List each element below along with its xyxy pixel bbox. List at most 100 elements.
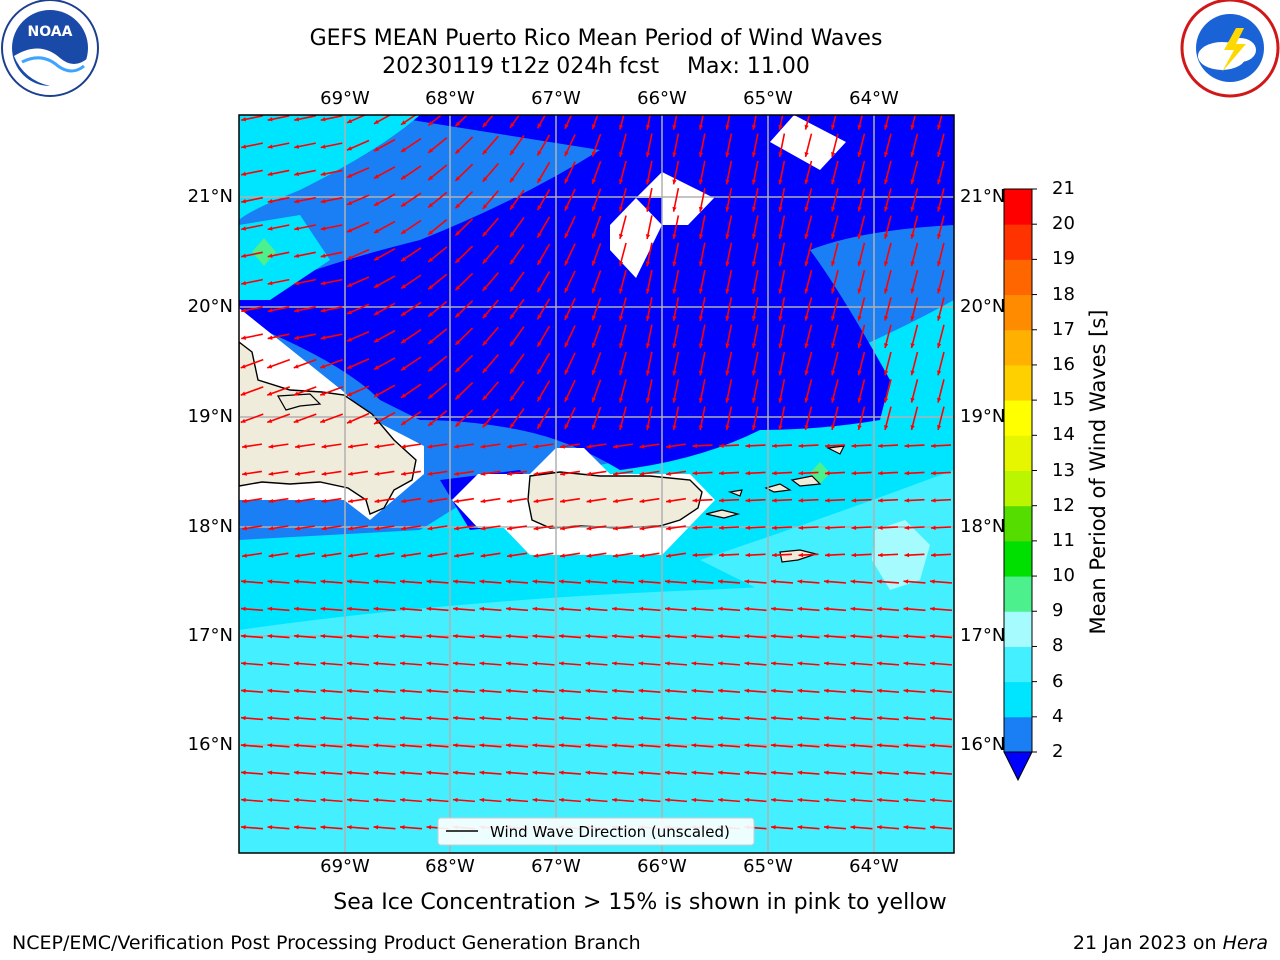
direction-arrow [718, 525, 740, 530]
direction-arrow [426, 770, 449, 775]
direction-arrow [698, 324, 706, 349]
direction-arrow [532, 797, 555, 803]
direction-arrow [506, 470, 528, 476]
direction-arrow [482, 217, 499, 237]
direction-arrow [591, 297, 602, 321]
direction-arrow [884, 160, 892, 185]
direction-arrow [937, 406, 945, 431]
direction-arrow [399, 797, 423, 803]
direction-arrow [558, 634, 582, 639]
direction-arrow [400, 410, 422, 426]
direction-arrow [320, 142, 343, 149]
direction-arrow [751, 379, 759, 403]
direction-arrow [346, 688, 370, 693]
direction-arrow [591, 188, 602, 212]
direction-arrow [536, 325, 551, 348]
direction-arrow [664, 606, 688, 612]
direction-arrow [797, 797, 820, 803]
direction-arrow [877, 498, 899, 503]
direction-arrow [645, 379, 653, 403]
direction-arrow [884, 406, 892, 431]
direction-arrow [267, 688, 290, 693]
direction-arrow [638, 715, 661, 721]
direction-arrow [294, 115, 316, 122]
direction-arrow [884, 242, 892, 267]
lon-tick-label-bottom: 67°W [531, 856, 581, 877]
direction-arrow [346, 139, 370, 151]
direction-arrow [672, 324, 680, 349]
direction-arrow [770, 743, 794, 748]
direction-arrow [426, 743, 449, 748]
direction-arrow [804, 379, 813, 403]
direction-arrow [427, 497, 448, 504]
direction-arrow [876, 606, 900, 612]
lon-tick-label-top: 64°W [849, 88, 899, 109]
direction-arrow [509, 162, 525, 183]
direction-arrow [346, 167, 370, 179]
direction-arrow [831, 115, 837, 130]
direction-arrow [559, 552, 581, 558]
direction-arrow [778, 215, 786, 240]
direction-arrow [611, 797, 635, 803]
direction-arrow [618, 379, 627, 403]
direction-arrow [480, 470, 501, 476]
direction-arrow [725, 160, 733, 185]
direction-arrow [373, 715, 396, 721]
direction-arrow [903, 688, 926, 693]
lon-tick-label-bottom: 69°W [320, 856, 370, 877]
direction-arrow [241, 306, 263, 313]
direction-arrow [618, 269, 627, 294]
direction-arrow [373, 166, 396, 180]
direction-arrow [645, 351, 653, 376]
direction-arrow [346, 385, 370, 397]
direction-arrow [452, 661, 476, 666]
direction-arrow [618, 133, 627, 158]
direction-arrow [267, 278, 290, 286]
direction-arrow [638, 797, 661, 803]
direction-arrow [857, 115, 864, 130]
direction-arrow [559, 497, 581, 504]
direction-arrow [937, 379, 945, 403]
direction-arrow [850, 688, 873, 693]
direction-arrow [639, 443, 660, 449]
direction-arrow [267, 661, 290, 666]
direction-arrow [672, 215, 680, 240]
direction-arrow [320, 306, 343, 313]
wind-wave-direction-arrows [240, 115, 953, 830]
direction-arrow [267, 825, 290, 830]
direction-arrow [400, 115, 417, 126]
nws-logo [1180, 0, 1280, 98]
direction-arrow [664, 579, 688, 584]
direction-arrow [532, 634, 555, 639]
direction-arrow [452, 606, 476, 612]
direction-arrow [482, 190, 499, 210]
direction-arrow [426, 634, 449, 639]
direction-arrow [509, 271, 525, 293]
direction-arrow [454, 327, 474, 346]
direction-arrow [346, 715, 370, 721]
direction-arrow [536, 243, 551, 266]
direction-arrow [877, 552, 899, 558]
direction-arrow [645, 406, 653, 431]
direction-arrow [804, 133, 813, 158]
colorbar-segment [1004, 576, 1032, 612]
direction-arrow [427, 410, 448, 427]
direction-arrow [797, 743, 820, 748]
direction-arrow [850, 743, 873, 748]
direction-arrow [427, 219, 448, 236]
direction-arrow [533, 470, 554, 476]
direction-arrow [929, 606, 953, 612]
st-croix-land [779, 549, 819, 563]
direction-arrow [293, 386, 317, 396]
period-hotspot [252, 238, 276, 266]
direction-arrow [293, 606, 317, 612]
direction-arrow [645, 297, 653, 322]
direction-arrow [427, 355, 448, 372]
lat-tick-label-right: 18°N [960, 516, 1006, 537]
direction-arrow [831, 269, 839, 294]
direction-arrow [876, 825, 900, 830]
direction-arrow [454, 115, 469, 127]
direction-arrow [320, 333, 343, 340]
direction-arrow [427, 443, 448, 449]
direction-arrow [558, 606, 582, 612]
